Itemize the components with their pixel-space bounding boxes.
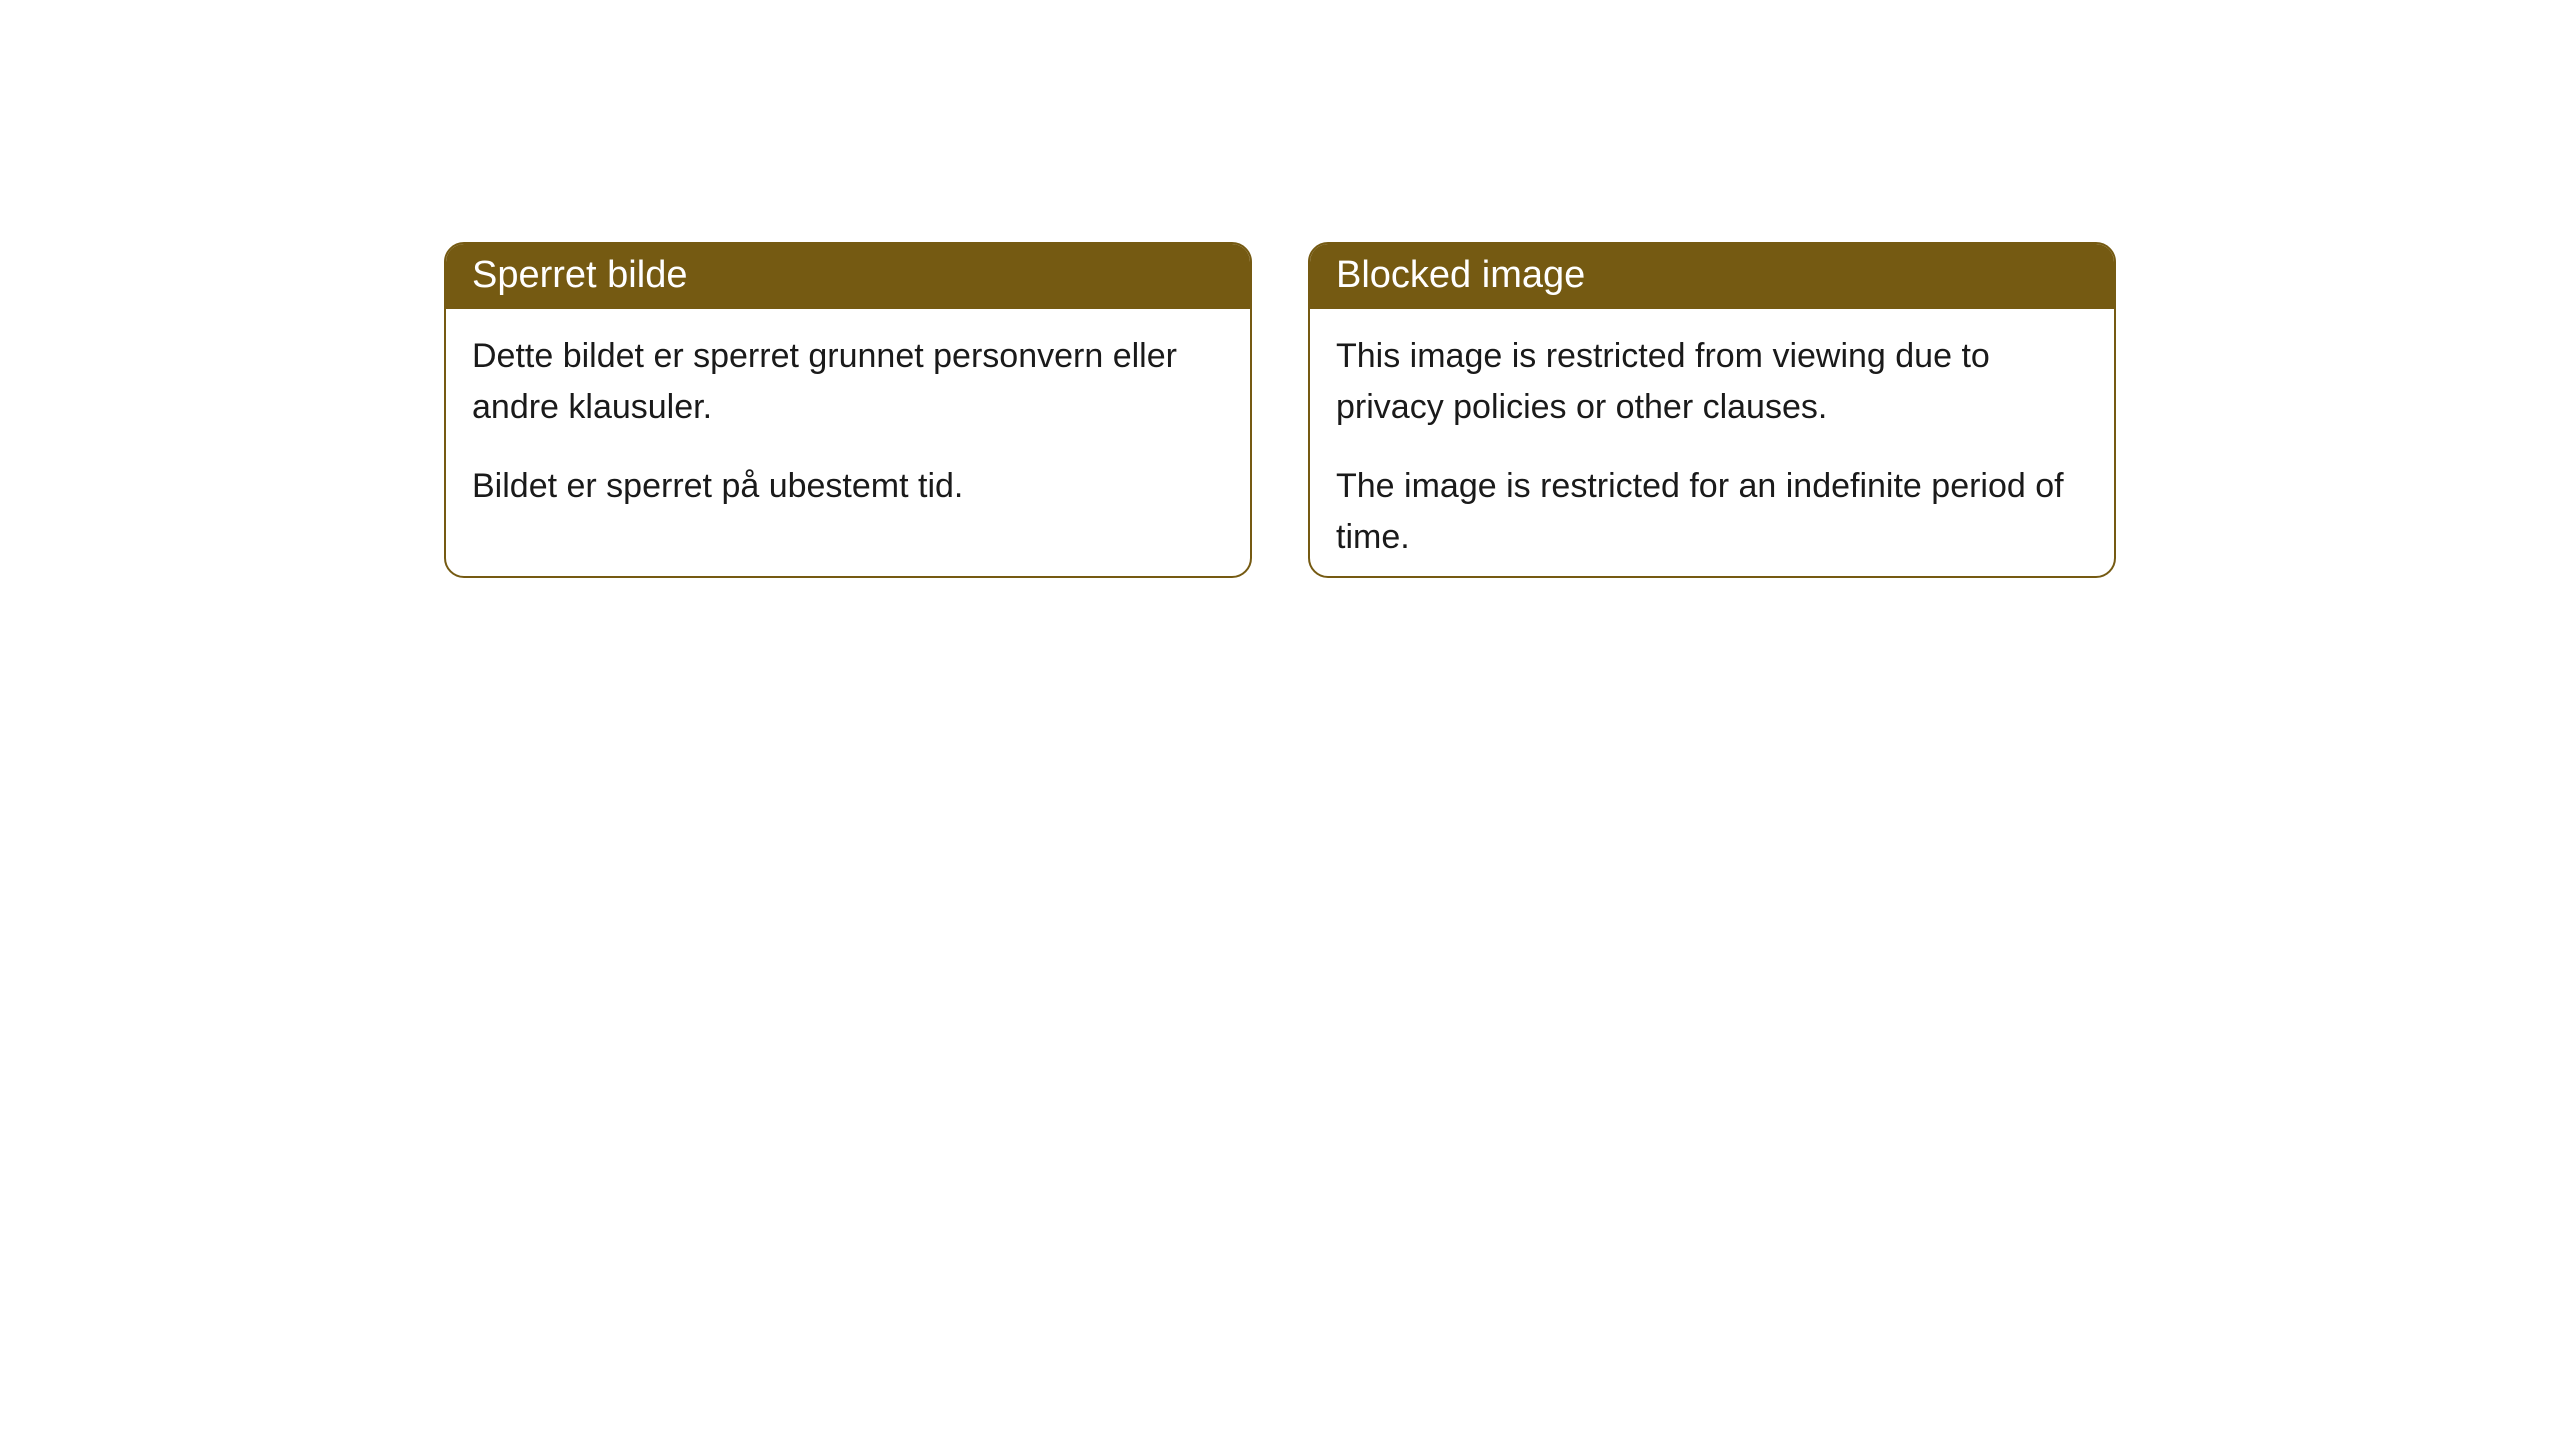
card-body-norwegian: Dette bildet er sperret grunnet personve…: [446, 309, 1250, 552]
card-paragraph-1-norwegian: Dette bildet er sperret grunnet personve…: [472, 331, 1224, 433]
card-title-norwegian: Sperret bilde: [472, 254, 687, 296]
blocked-image-card-english: Blocked image This image is restricted f…: [1308, 242, 2116, 578]
card-header-english: Blocked image: [1310, 244, 2114, 309]
card-paragraph-2-norwegian: Bildet er sperret på ubestemt tid.: [472, 461, 1224, 512]
card-title-english: Blocked image: [1336, 254, 1585, 296]
card-paragraph-1-english: This image is restricted from viewing du…: [1336, 331, 2088, 433]
card-header-norwegian: Sperret bilde: [446, 244, 1250, 309]
blocked-image-card-norwegian: Sperret bilde Dette bildet er sperret gr…: [444, 242, 1252, 578]
notice-cards-container: Sperret bilde Dette bildet er sperret gr…: [444, 242, 2116, 1440]
card-body-english: This image is restricted from viewing du…: [1310, 309, 2114, 578]
card-paragraph-2-english: The image is restricted for an indefinit…: [1336, 461, 2088, 563]
